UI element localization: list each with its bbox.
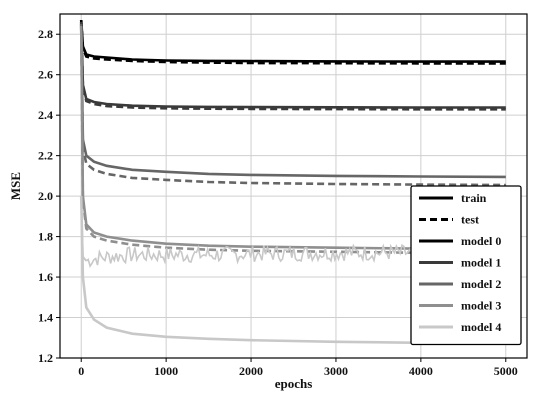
model-2-train-line [79,24,506,179]
x-axis-label: epochs [275,376,313,391]
x-tick-label: 0 [78,364,84,378]
x-tick-label: 3000 [324,364,348,378]
model-4-train-line [79,196,506,345]
y-tick-label: 1.6 [38,270,53,284]
legend-label-train: train [461,191,487,205]
plot-frame [59,13,528,359]
y-tick-label: 1.4 [38,311,53,325]
model-1-test-line [79,22,506,111]
model-0-train-line [79,20,506,63]
model-3-test-line [79,26,506,255]
legend: train test model 0 model 1 model 2 model 3 mod… [410,185,522,346]
model-1-train-line [79,22,506,109]
y-tick-label: 2.2 [38,149,53,163]
y-tick-label: 1.8 [38,230,53,244]
legend-label-model-1: model 1 [461,256,501,270]
y-tick-label: 2.0 [38,189,53,203]
model-2-test-line [79,24,506,187]
legend-label-model-2: model 2 [461,277,501,291]
x-tick-label: 1000 [154,364,178,378]
y-tick-label: 2.6 [38,68,53,82]
legend-label-model-3: model 3 [461,299,501,313]
x-tick-label: 4000 [409,364,433,378]
legend-label-model-0: model 0 [461,234,501,248]
y-tick-label: 1.2 [38,351,53,365]
tick-labels: 0 1000 2000 3000 4000 5000 1.2 1.4 1.6 1.8 2.0 2.2 2… [38,27,518,378]
x-tick-label: 5000 [494,364,518,378]
y-axis-label: MSE [8,172,23,200]
x-tick-label: 2000 [239,364,263,378]
y-tick-label: 2.4 [38,108,53,122]
legend-label-test: test [461,213,479,227]
ticks [56,33,507,362]
legend-label-model-4: model 4 [461,320,501,334]
model-0-test-line [79,20,506,65]
y-tick-label: 2.8 [38,27,53,41]
